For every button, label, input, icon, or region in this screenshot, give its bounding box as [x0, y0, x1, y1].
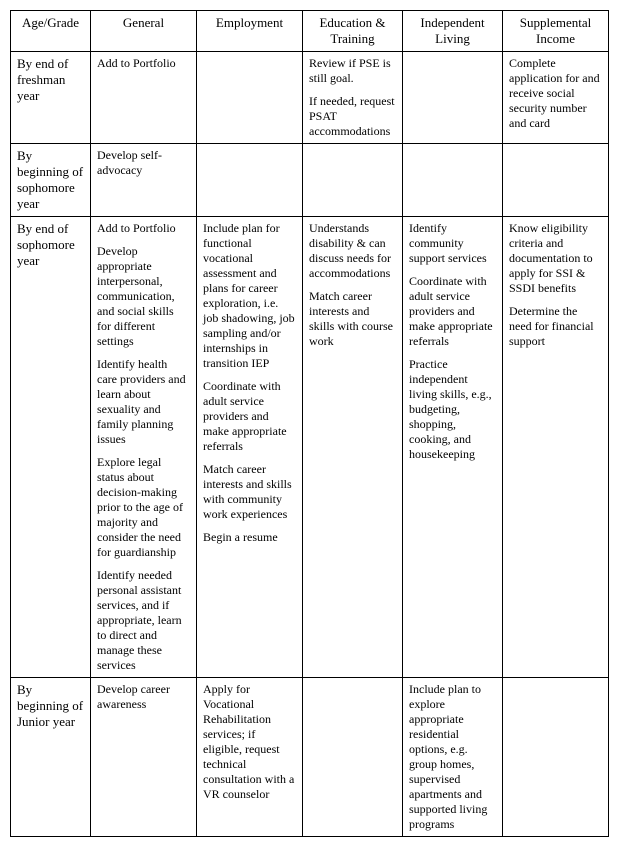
cell-general: Add to Portfolio Develop appropriate inte…	[91, 217, 197, 678]
cell-paragraph: Develop career awareness	[97, 682, 190, 712]
row-header-age: By beginning of sophomore year	[11, 144, 91, 217]
row-header-age: By end of sophomore year	[11, 217, 91, 678]
transition-plan-table: Age/Grade General Employment Education &…	[10, 10, 609, 837]
cell-independent	[403, 52, 503, 144]
cell-paragraph: Determine the need for financial support	[509, 304, 602, 349]
cell-paragraph: Apply for Vocational Rehabilitation serv…	[203, 682, 296, 802]
cell-paragraph: Coordinate with adult service providers …	[203, 379, 296, 454]
cell-paragraph: Add to Portfolio	[97, 56, 190, 71]
cell-paragraph: Identify health care providers and learn…	[97, 357, 190, 447]
cell-paragraph: Identify needed personal assistant servi…	[97, 568, 190, 673]
cell-supplemental: Complete application for and receive soc…	[503, 52, 609, 144]
col-header-supplemental: Supplemental Income	[503, 11, 609, 52]
cell-paragraph: Develop appropriate interpersonal, commu…	[97, 244, 190, 349]
cell-paragraph: Identify community support services	[409, 221, 496, 266]
cell-independent: Include plan to explore appropriate resi…	[403, 678, 503, 837]
cell-paragraph: Explore legal status about decision-maki…	[97, 455, 190, 560]
cell-paragraph: Review if PSE is still goal.	[309, 56, 396, 86]
cell-paragraph: Complete application for and receive soc…	[509, 56, 602, 131]
cell-employment: Apply for Vocational Rehabilitation serv…	[197, 678, 303, 837]
cell-education	[303, 144, 403, 217]
table-body: By end of freshman year Add to Portfolio R…	[11, 52, 609, 837]
table-row: By beginning of sophomore yearDevelop se…	[11, 144, 609, 217]
cell-independent	[403, 144, 503, 217]
cell-paragraph: Match career interests and skills with c…	[203, 462, 296, 522]
cell-general: Add to Portfolio	[91, 52, 197, 144]
cell-paragraph: Develop self-advocacy	[97, 148, 190, 178]
col-header-education: Education & Training	[303, 11, 403, 52]
cell-paragraph: Know eligibility criteria and documentat…	[509, 221, 602, 296]
cell-paragraph: Include plan to explore appropriate resi…	[409, 682, 496, 832]
cell-general: Develop career awareness	[91, 678, 197, 837]
col-header-general: General	[91, 11, 197, 52]
cell-paragraph: Add to Portfolio	[97, 221, 190, 236]
table-row: By end of sophomore yearAdd to Portfolio…	[11, 217, 609, 678]
table-header-row: Age/Grade General Employment Education &…	[11, 11, 609, 52]
col-header-age: Age/Grade	[11, 11, 91, 52]
col-header-independent: Independent Living	[403, 11, 503, 52]
cell-paragraph: Coordinate with adult service providers …	[409, 274, 496, 349]
cell-paragraph: Begin a resume	[203, 530, 296, 545]
cell-independent: Identify community support services Coord…	[403, 217, 503, 678]
cell-paragraph: If needed, request PSAT accommodations	[309, 94, 396, 139]
table-row: By end of freshman year Add to Portfolio R…	[11, 52, 609, 144]
cell-supplemental	[503, 144, 609, 217]
cell-general: Develop self-advocacy	[91, 144, 197, 217]
table-row: By beginning of Junior yearDevelop caree…	[11, 678, 609, 837]
cell-paragraph: Understands disability & can discuss nee…	[309, 221, 396, 281]
cell-supplemental	[503, 678, 609, 837]
cell-employment: Include plan for functional vocational a…	[197, 217, 303, 678]
cell-education	[303, 678, 403, 837]
cell-paragraph: Practice independent living skills, e.g.…	[409, 357, 496, 462]
cell-education: Understands disability & can discuss nee…	[303, 217, 403, 678]
cell-paragraph: Match career interests and skills with c…	[309, 289, 396, 349]
cell-employment	[197, 144, 303, 217]
cell-education: Review if PSE is still goal. If needed, r…	[303, 52, 403, 144]
row-header-age: By end of freshman year	[11, 52, 91, 144]
cell-paragraph: Include plan for functional vocational a…	[203, 221, 296, 371]
cell-supplemental: Know eligibility criteria and documentat…	[503, 217, 609, 678]
row-header-age: By beginning of Junior year	[11, 678, 91, 837]
col-header-employment: Employment	[197, 11, 303, 52]
cell-employment	[197, 52, 303, 144]
